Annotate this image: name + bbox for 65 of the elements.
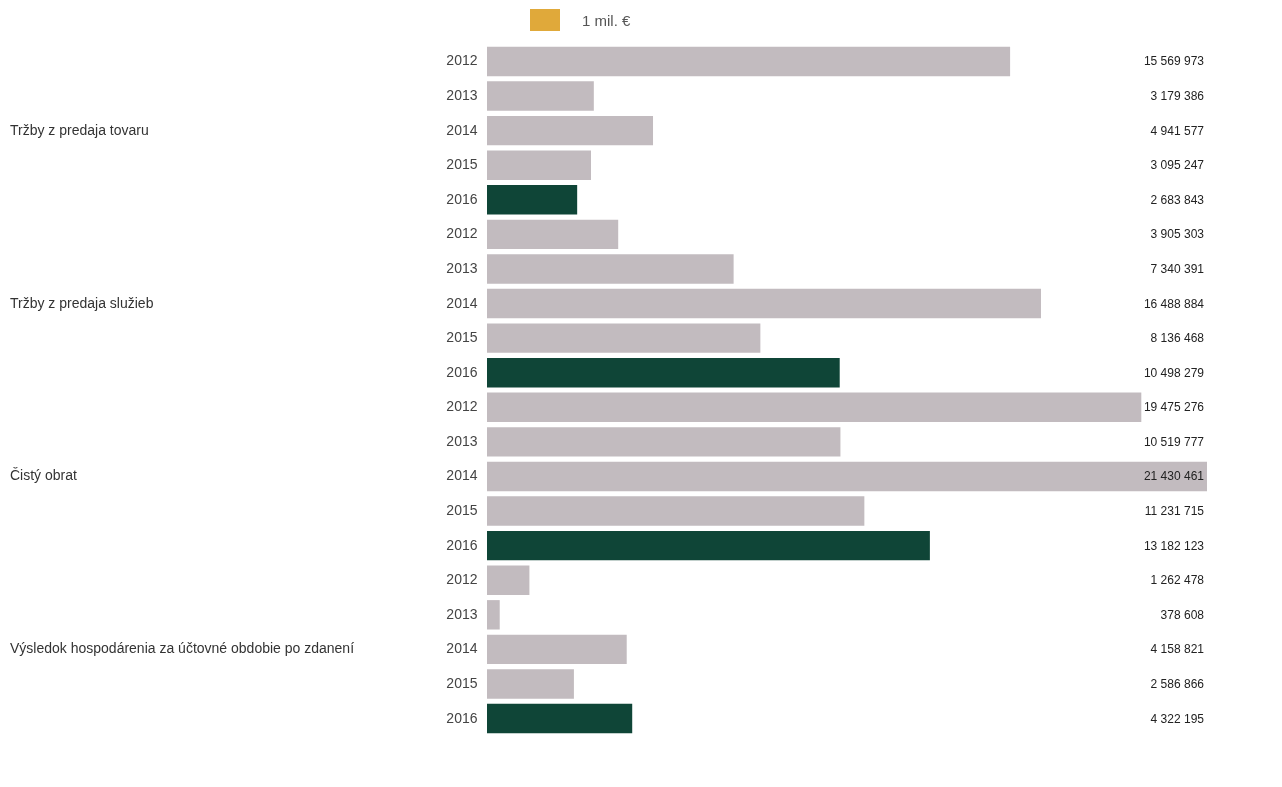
- y-tick-label: 2014: [446, 640, 478, 657]
- data-label: 10 498 279: [1143, 365, 1205, 380]
- y-tick-label: 2013: [446, 87, 478, 104]
- data-label: 1 262 478: [1150, 573, 1205, 588]
- data-label: 10 519 777: [1143, 434, 1205, 449]
- y-tick-label: 2014: [446, 467, 478, 484]
- y-tick-label: 2016: [446, 536, 478, 553]
- bar: [487, 150, 591, 180]
- bar: [487, 323, 761, 353]
- data-label: 3 095 247: [1150, 158, 1205, 173]
- data-label: 19 475 276: [1143, 400, 1205, 415]
- bar: [487, 703, 633, 734]
- bar: [487, 530, 930, 561]
- data-label: 2 586 866: [1150, 676, 1205, 691]
- data-label: 3 905 303: [1150, 227, 1205, 242]
- bar: [487, 634, 627, 665]
- text: Tržby z predaja tovaru: [10, 122, 149, 139]
- y-tick-label: 2012: [446, 52, 478, 69]
- bar: [487, 254, 734, 284]
- y-tick-label: 2015: [446, 329, 478, 346]
- y-tick-label: 2016: [446, 363, 478, 380]
- y-tick-label: 2014: [446, 294, 478, 311]
- data-label: 8 136 468: [1150, 331, 1205, 346]
- y-tick-label: 2013: [446, 605, 478, 622]
- y-tick-label: 2012: [446, 225, 478, 242]
- bar: [487, 392, 1142, 422]
- y-tick-label: 2015: [446, 502, 478, 519]
- bar: [487, 461, 1207, 492]
- data-label: 3 179 386: [1150, 89, 1205, 104]
- text: Tržby z predaja služieb: [10, 294, 154, 311]
- y-tick-label: 2012: [446, 571, 478, 588]
- bar: [487, 219, 619, 250]
- y-tick-label: 2013: [446, 259, 478, 276]
- data-label: 378 608: [1160, 607, 1205, 622]
- data-label: 13 182 123: [1143, 538, 1205, 553]
- data-label: 7 340 391: [1150, 261, 1205, 276]
- y-tick-label: 2015: [446, 674, 478, 691]
- data-label: 2 683 843: [1150, 192, 1205, 207]
- data-label: 15 569 973: [1143, 54, 1205, 69]
- bar: [487, 81, 594, 111]
- text: Výsledok hospodárenia za účtovné obdobie po zdanení: [10, 639, 355, 656]
- text: Čistý obrat: [10, 467, 78, 484]
- y-tick-label: 2013: [446, 432, 478, 449]
- bar: [487, 669, 574, 699]
- bar: [487, 358, 840, 388]
- data-label: 16 488 884: [1143, 296, 1205, 311]
- bar: [487, 496, 865, 526]
- y-tick-label: 2012: [446, 398, 478, 415]
- bar: [487, 46, 1011, 77]
- bar: [487, 600, 500, 630]
- y-tick-label: 2016: [446, 190, 478, 207]
- bar: [487, 565, 530, 595]
- data-label: 21 430 461: [1143, 469, 1205, 484]
- data-label: 4 158 821: [1150, 642, 1205, 657]
- data-label: 4 941 577: [1150, 123, 1205, 138]
- y-tick-label: 2014: [446, 121, 478, 138]
- text: 1 mil. €: [582, 11, 631, 29]
- bar: [487, 185, 578, 215]
- y-tick-label: 2015: [446, 156, 478, 173]
- y-tick-label: 2016: [446, 709, 478, 726]
- bar: [487, 288, 1041, 319]
- data-label: 4 322 195: [1150, 711, 1205, 726]
- data-label: 11 231 715: [1144, 504, 1205, 519]
- bar: [487, 427, 841, 457]
- bar: [487, 115, 654, 146]
